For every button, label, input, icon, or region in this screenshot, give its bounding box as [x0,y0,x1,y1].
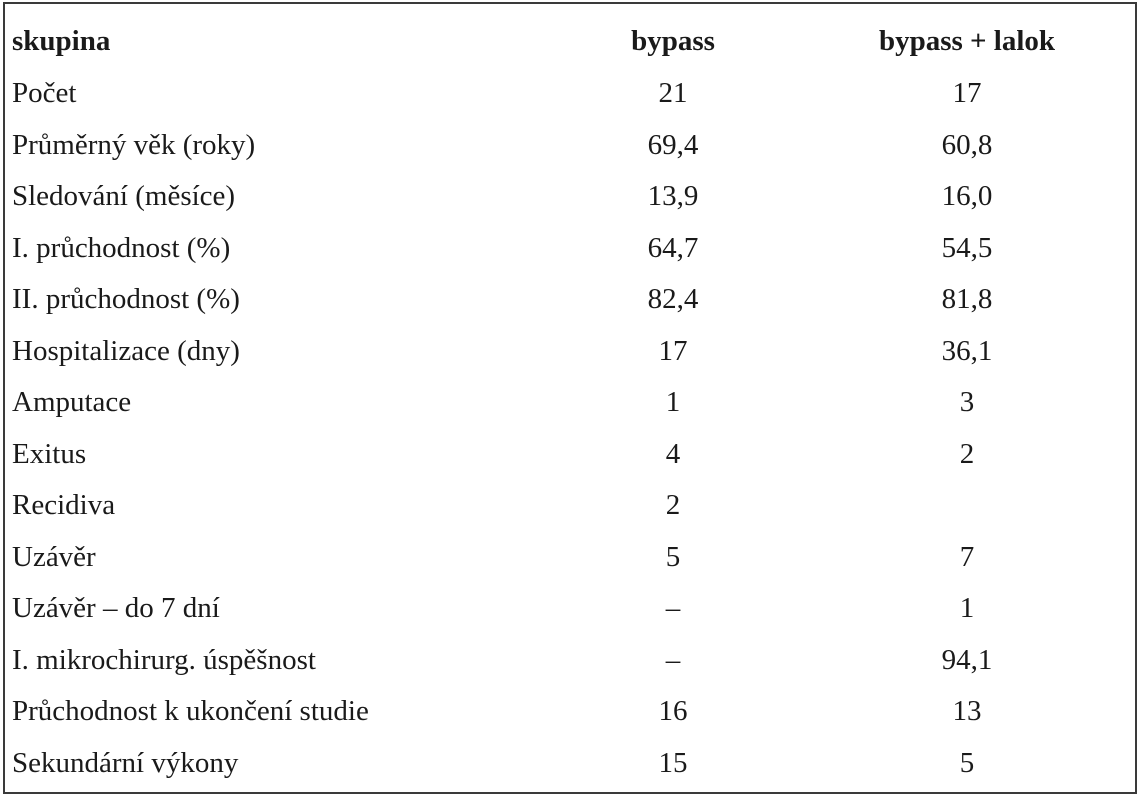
bypass-value: 1 [665,386,681,418]
bypass-value: 21 [658,77,688,109]
table-header-row: skupina bypass bypass + lalok [12,14,1122,68]
row-label: Exitus [12,437,87,470]
row-label: Průchodnost k ukončení studie [12,695,369,727]
header-bypass: bypass [631,25,715,57]
bypass-value: 15 [658,746,688,779]
bypass-value: 64,7 [647,231,699,264]
bypass-lalok-value: 5 [959,746,975,779]
results-table: skupina bypass bypass + lalok Počet 21 1… [12,14,1122,789]
row-label: Recidiva [12,489,116,521]
bypass-lalok-value: 1 [959,592,975,624]
table-row: Sledování (měsíce) 13,9 16,0 [12,171,1122,223]
table-row: Recidiva 2 [12,480,1122,532]
row-label: II. průchodnost (%) [12,283,240,315]
bypass-lalok-value: 13 [952,695,982,727]
bypass-lalok-value: 81,8 [941,283,993,315]
bypass-lalok-value: 16,0 [941,180,993,212]
bypass-value: 82,4 [647,283,699,315]
bypass-lalok-value: 7 [959,540,975,573]
row-label: Počet [12,77,77,109]
table-row: Sekundární výkony 15 5 [12,738,1122,790]
bypass-value: 4 [665,437,681,470]
table-row: Počet 21 17 [12,68,1122,120]
row-label: Uzávěr [12,540,96,573]
table-row: Průměrný věk (roky) 69,4 60,8 [12,120,1122,172]
row-label: Sekundární výkony [12,746,239,779]
table-row: I. průchodnost (%) 64,7 54,5 [12,223,1122,275]
bypass-value: 69,4 [647,128,699,161]
bypass-lalok-value: 3 [959,386,975,418]
table-row: Exitus 4 2 [12,429,1122,481]
bypass-lalok-value: 60,8 [941,128,993,161]
bypass-lalok-value: 94,1 [941,643,993,676]
row-label: I. mikrochirurg. úspěšnost [12,643,316,676]
table-row: Amputace 1 3 [12,377,1122,429]
bypass-lalok-value: 36,1 [941,334,993,367]
bypass-lalok-value: 54,5 [941,231,993,264]
bypass-lalok-value: 2 [959,437,975,470]
bypass-value: – [665,592,681,624]
table-row: I. mikrochirurg. úspěšnost – 94,1 [12,635,1122,687]
row-label: Průměrný věk (roky) [12,128,256,161]
bypass-value: 2 [665,489,681,521]
bypass-lalok-value: 17 [952,77,982,109]
table-row: II. průchodnost (%) 82,4 81,8 [12,274,1122,326]
header-skupina: skupina [12,25,111,57]
row-label: I. průchodnost (%) [12,231,231,264]
bypass-value: 16 [658,695,688,727]
bypass-value: 13,9 [647,180,699,212]
row-label: Hospitalizace (dny) [12,334,240,367]
bypass-value: 17 [658,334,688,367]
bypass-lalok-value [802,480,1122,532]
bypass-value: 5 [665,540,681,573]
table-row: Průchodnost k ukončení studie 16 13 [12,686,1122,738]
row-label: Uzávěr – do 7 dní [12,592,220,624]
bypass-value: – [665,643,681,676]
row-label: Sledování (měsíce) [12,180,236,212]
row-label: Amputace [12,386,132,418]
table-row: Uzávěr 5 7 [12,532,1122,584]
table-row: Hospitalizace (dny) 17 36,1 [12,326,1122,378]
table-row: Uzávěr – do 7 dní – 1 [12,583,1122,635]
header-bypass-lalok: bypass + lalok [878,25,1056,57]
table-frame [3,2,1137,794]
